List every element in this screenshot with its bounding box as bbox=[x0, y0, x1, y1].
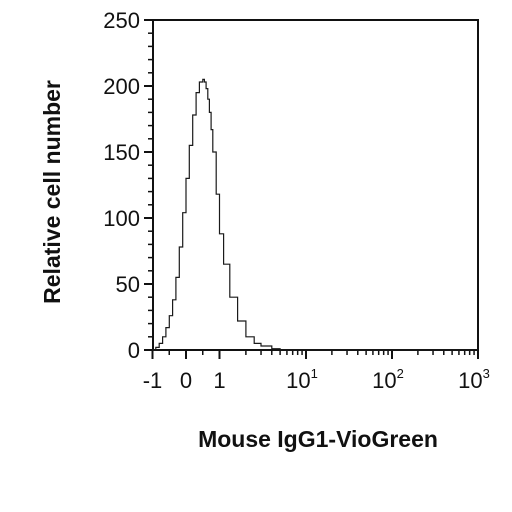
x-axis-ticks: -1 0 1 101 102 103 bbox=[143, 350, 490, 393]
plot-axes bbox=[152, 19, 479, 351]
plot-frame bbox=[152, 19, 479, 351]
y-tick-label: 50 bbox=[116, 272, 140, 297]
y-axis-ticks: 0 50 100 150 200 250 bbox=[103, 8, 153, 363]
minor-ticks bbox=[148, 32, 475, 355]
series-layer bbox=[152, 78, 478, 351]
y-tick-label: 200 bbox=[103, 74, 140, 99]
x-tick-label: 0 bbox=[180, 368, 192, 393]
y-tick-label: 250 bbox=[103, 8, 140, 33]
y-tick-label: 100 bbox=[103, 206, 140, 231]
x-tick-label: 101 bbox=[286, 366, 318, 393]
y-axis-title: Relative cell number bbox=[39, 80, 65, 304]
x-tick-label: 103 bbox=[458, 366, 490, 393]
y-tick-label: 150 bbox=[103, 140, 140, 165]
x-tick-label: -1 bbox=[143, 368, 163, 393]
x-tick-label: 1 bbox=[213, 368, 225, 393]
x-tick-label: 102 bbox=[372, 366, 404, 393]
x-axis-title: Mouse IgG1-VioGreen bbox=[198, 426, 438, 452]
histogram-series-line bbox=[152, 78, 478, 351]
y-tick-label: 0 bbox=[128, 338, 140, 363]
